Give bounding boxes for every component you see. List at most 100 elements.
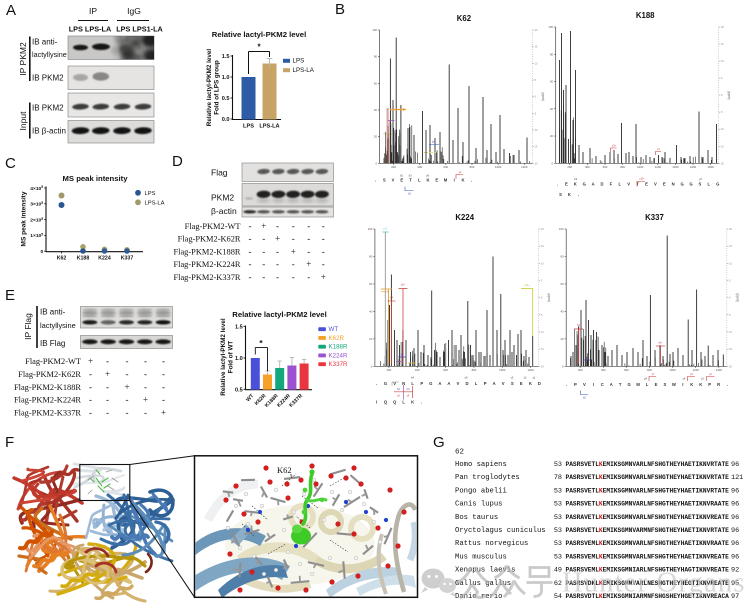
svg-text:5: 5: [535, 79, 537, 82]
svg-text:D: D: [172, 153, 183, 170]
svg-text:+: +: [105, 369, 110, 379]
svg-text:Relative lactyl-PKM2 level: Relative lactyl-PKM2 level: [220, 318, 227, 396]
svg-text:Fold of WT: Fold of WT: [228, 341, 235, 374]
svg-text:.: .: [375, 178, 376, 183]
svg-text:T: T: [636, 182, 639, 187]
svg-text:53: 53: [554, 514, 562, 522]
svg-text:K: K: [426, 178, 429, 183]
svg-text:15: 15: [729, 245, 732, 248]
svg-text:D: D: [465, 381, 468, 386]
svg-text:Homo sapiens: Homo sapiens: [455, 461, 507, 469]
svg-text:K188: K188: [77, 256, 90, 262]
svg-text:K: K: [568, 192, 571, 197]
svg-text:lactyllysine: lactyllysine: [40, 321, 76, 330]
svg-text:.: .: [557, 182, 558, 187]
svg-text:0: 0: [552, 161, 554, 165]
svg-text:IB anti-: IB anti-: [32, 38, 58, 47]
svg-text:PASRSVETLKEMIKSGMNVARLNFSHGTHE: PASRSVETLKEMIKSGMNVARLNFSHGTHEYHAETIKNVR…: [566, 487, 730, 494]
svg-text:E: E: [5, 287, 15, 304]
svg-text:40: 40: [560, 309, 564, 313]
svg-text:5: 5: [721, 77, 723, 80]
svg-text:D: D: [538, 381, 541, 386]
svg-text:F: F: [5, 434, 14, 451]
svg-text:1000: 1000: [499, 368, 506, 372]
svg-text:20: 20: [535, 29, 538, 32]
svg-text:-: -: [162, 356, 165, 366]
svg-text:.: .: [421, 400, 422, 405]
svg-text:y3+: y3+: [612, 144, 617, 148]
svg-text:IB PKM2: IB PKM2: [32, 104, 64, 113]
svg-text:.: .: [578, 192, 579, 197]
svg-text:-: -: [89, 407, 92, 417]
svg-text:20: 20: [721, 162, 724, 165]
svg-text:(ppm): (ppm): [547, 293, 551, 302]
svg-text:20: 20: [721, 26, 724, 29]
svg-text:S: S: [559, 192, 562, 197]
svg-text:53: 53: [554, 553, 562, 561]
svg-text:K62: K62: [277, 465, 292, 475]
svg-text:1200: 1200: [521, 165, 528, 169]
svg-text:N: N: [402, 381, 405, 386]
svg-text:S: S: [664, 382, 667, 387]
svg-text:Mus musculus: Mus musculus: [455, 553, 507, 561]
svg-text:2×105: 2×105: [30, 217, 43, 224]
svg-text:-: -: [276, 246, 279, 256]
svg-text:+: +: [143, 395, 148, 405]
svg-text:400: 400: [415, 368, 420, 372]
svg-text:-: -: [89, 382, 92, 392]
svg-text:53: 53: [554, 540, 562, 548]
svg-text:E: E: [400, 178, 403, 183]
svg-text:G: G: [628, 382, 631, 387]
svg-text:PASRAVETLKEMIKSGMNVARLNFSHGTHE: PASRAVETLKEMIKSGMNVARLNFSHGTHEYHAETIKNVR…: [566, 514, 730, 521]
svg-text:PASRSVETLKEMIKSGMNVARLNFSHGTHE: PASRSVETLKEMIKSGMNVARLNFSHGTHEYHAETIKNVR…: [566, 461, 730, 468]
svg-text:400: 400: [417, 165, 422, 169]
svg-text:+: +: [261, 221, 266, 231]
svg-text:K: K: [529, 381, 532, 386]
svg-text:y1: y1: [459, 170, 462, 174]
svg-text:LPS LPS1-LA: LPS LPS1-LA: [116, 25, 163, 34]
svg-text:-: -: [89, 369, 92, 379]
svg-text:80: 80: [374, 55, 378, 59]
svg-text:40: 40: [550, 107, 554, 111]
svg-text:β-actin: β-actin: [211, 206, 237, 216]
svg-text:M: M: [636, 382, 640, 387]
svg-text:*: *: [257, 43, 261, 52]
svg-text:-: -: [292, 259, 295, 269]
svg-text:y1: y1: [709, 372, 712, 376]
svg-text:LPS-LA: LPS-LA: [259, 124, 279, 130]
svg-text:P: P: [708, 382, 711, 387]
svg-text:-: -: [292, 234, 295, 244]
svg-text:LPS-LA: LPS-LA: [293, 67, 315, 74]
svg-text:y4: y4: [429, 148, 432, 152]
svg-text:y4: y4: [407, 395, 410, 398]
svg-text:Xenopus laevis: Xenopus laevis: [455, 567, 515, 575]
svg-text:b2: b2: [400, 174, 403, 178]
svg-text:C: C: [601, 382, 604, 387]
svg-text:W: W: [672, 382, 676, 387]
svg-text:-: -: [144, 407, 147, 417]
svg-text:I: I: [682, 382, 683, 387]
svg-text:53: 53: [554, 487, 562, 495]
svg-text:A: A: [447, 381, 450, 386]
svg-text:Input: Input: [18, 111, 28, 131]
svg-text:+: +: [161, 407, 166, 417]
svg-text:0: 0: [535, 96, 537, 99]
svg-text:lactyllysine: lactyllysine: [32, 50, 67, 59]
svg-text:1.5: 1.5: [235, 324, 243, 330]
svg-text:78: 78: [554, 474, 562, 482]
svg-text:N: N: [672, 182, 675, 187]
svg-text:-: -: [307, 221, 310, 231]
svg-text:15: 15: [535, 46, 538, 49]
svg-text:1800: 1800: [708, 165, 715, 169]
svg-text:Hunter Organs: Hunter Organs: [562, 568, 746, 599]
svg-text:S: S: [699, 182, 702, 187]
svg-text:1.0: 1.0: [222, 75, 230, 81]
svg-text:y10: y10: [639, 177, 644, 181]
svg-text:-: -: [249, 221, 252, 231]
svg-text:5: 5: [541, 314, 543, 317]
svg-text:PASRSVEMLKEMIKSGMNIARLNFSHGTHE: PASRSVEMLKEMIKSGMNIARLNFSHGTHEYHAGTIKNVR…: [566, 567, 730, 574]
svg-text:K: K: [699, 382, 702, 387]
svg-text:R: R: [717, 382, 720, 387]
svg-text:P: P: [484, 381, 487, 386]
svg-text:b2: b2: [583, 396, 586, 400]
